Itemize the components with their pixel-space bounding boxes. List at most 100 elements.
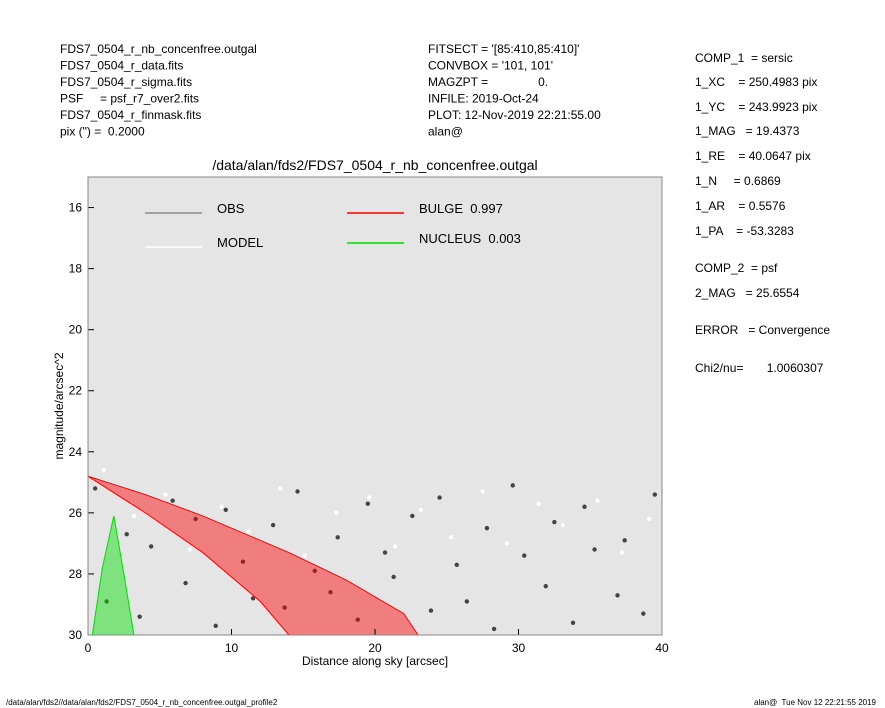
profile-band: [88, 475, 419, 635]
y-axis-label: magnitude/arcsec^2: [52, 352, 66, 459]
data-point: [418, 507, 424, 513]
info-line: 1_PA = -53.3283: [695, 224, 794, 238]
legend-label: BULGE 0.997: [419, 201, 503, 216]
data-point: [302, 553, 307, 558]
data-point: [391, 574, 396, 580]
data-point: [240, 559, 246, 564]
data-point: [522, 553, 527, 558]
data-point: [428, 608, 434, 613]
legend-label: MODEL: [217, 235, 263, 250]
info-line: ERROR = Convergence: [695, 323, 830, 337]
info-line: 1_N = 0.6869: [695, 174, 781, 188]
y-tick-label: 18: [69, 262, 83, 276]
info-line: COMP_1 = sersic: [695, 51, 793, 65]
y-tick-label: 16: [69, 201, 83, 215]
header-line: INFILE: 2019-Oct-24: [428, 92, 539, 106]
data-point: [570, 620, 576, 625]
data-point: [193, 516, 198, 522]
y-tick-label: 28: [69, 567, 83, 581]
data-point: [619, 550, 625, 555]
data-point: [137, 614, 142, 619]
data-point: [367, 495, 372, 500]
data-point: [615, 593, 620, 598]
data-point: [641, 611, 646, 616]
x-tick-label: 0: [85, 641, 92, 655]
data-point: [365, 501, 371, 506]
plot-frame: [87, 176, 663, 636]
data-point: [183, 580, 188, 586]
data-point: [410, 513, 415, 519]
header-line: FDS7_0504_r_nb_concenfree.outgal: [60, 42, 257, 56]
chart-title: /data/alan/fds2/FDS7_0504_r_nb_concenfre…: [212, 157, 537, 173]
x-tick-label: 40: [655, 641, 669, 655]
data-point: [510, 483, 515, 488]
data-point: [104, 599, 109, 604]
y-tick-label: 26: [69, 506, 83, 520]
plot-area: [88, 177, 662, 635]
data-point: [484, 525, 490, 531]
data-point: [646, 516, 652, 522]
header-line: FDS7_0504_r_data.fits: [60, 59, 183, 73]
data-point: [92, 486, 98, 491]
data-point: [328, 590, 333, 595]
header-line: MAGZPT = 0.: [428, 75, 548, 89]
data-point: [464, 599, 470, 604]
data-point: [560, 522, 566, 528]
data-point: [592, 547, 597, 552]
data-point: [595, 498, 600, 503]
info-line: 1_AR = 0.5576: [695, 199, 786, 213]
data-point: [101, 467, 106, 473]
profile-band: [91, 515, 135, 635]
x-tick-label: 20: [368, 641, 382, 655]
x-axis-label: Distance along sky [arcsec]: [302, 654, 448, 668]
data-point: [223, 507, 228, 513]
data-point: [213, 623, 218, 629]
header-line: FITSECT = '[85:410,85:410]': [428, 42, 579, 56]
data-point: [250, 596, 256, 601]
data-point: [652, 492, 658, 497]
info-line: Chi2/nu= 1.0060307: [695, 361, 824, 375]
header-line: PSF = psf_r7_over2.fits: [60, 92, 199, 106]
data-point: [552, 519, 557, 525]
y-tick-label: 22: [69, 384, 83, 398]
data-point: [270, 522, 276, 528]
data-point: [246, 528, 251, 534]
data-point: [454, 562, 459, 567]
header-line: FDS7_0504_r_sigma.fits: [60, 75, 192, 89]
data-point: [187, 547, 193, 552]
header-line: alan@: [428, 125, 463, 139]
data-point: [392, 544, 398, 549]
x-tick-label: 10: [225, 641, 239, 655]
header-line: FDS7_0504_r_finmask.fits: [60, 108, 201, 122]
footer-left: /data/alan/fds2//data/alan/fds2/FDS7_050…: [6, 698, 278, 707]
y-tick-label: 20: [69, 323, 83, 337]
plot-content: [88, 467, 658, 635]
info-line: COMP_2 = psf: [695, 261, 778, 275]
footer-right: alan@ Tue Nov 12 22:21:55 2019: [754, 698, 877, 707]
header-line: pix (") = 0.2000: [60, 125, 145, 139]
data-point: [312, 568, 317, 574]
header-line: CONVBOX = '101, 101': [428, 59, 553, 73]
info-line: 1_XC = 250.4983 pix: [695, 75, 817, 89]
legend-label: OBS: [217, 201, 245, 216]
data-point: [504, 541, 510, 546]
data-point: [543, 583, 548, 589]
data-point: [480, 489, 485, 494]
data-point: [148, 544, 154, 549]
data-point: [437, 495, 442, 500]
data-point: [278, 486, 283, 491]
info-line: 1_YC = 243.9923 pix: [695, 100, 817, 114]
data-point: [536, 501, 541, 506]
data-point: [582, 504, 587, 509]
data-point: [382, 550, 388, 555]
y-tick-label: 30: [69, 628, 83, 642]
data-point: [170, 498, 175, 503]
data-point: [448, 535, 454, 540]
info-line: 1_MAG = 19.4373: [695, 124, 800, 138]
data-point: [163, 492, 168, 497]
data-point: [335, 535, 340, 540]
data-point: [334, 510, 339, 516]
data-point: [131, 513, 137, 519]
y-tick-label: 24: [69, 445, 83, 459]
